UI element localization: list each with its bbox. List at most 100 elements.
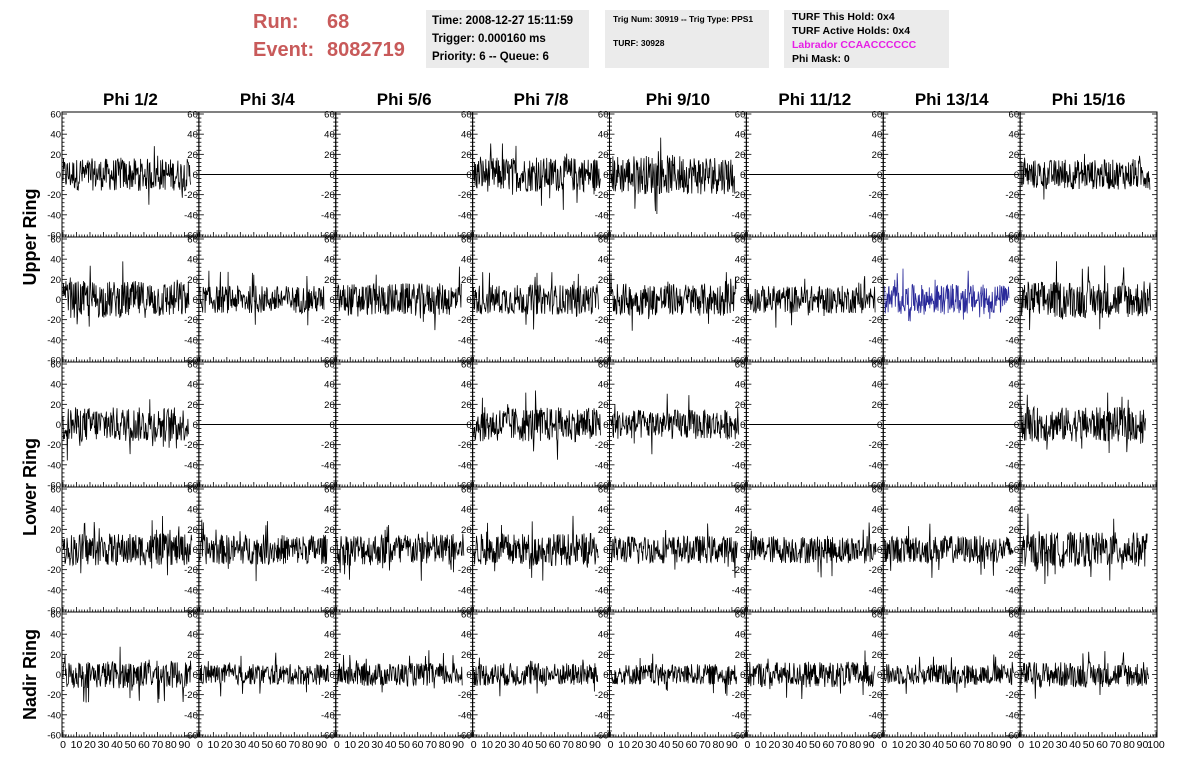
y-tick-label: -40: [458, 585, 472, 596]
x-tick-label: 80: [302, 739, 314, 751]
y-tick-label: 40: [872, 505, 883, 516]
y-tick-label: -60: [184, 606, 198, 617]
trigger-info-box: Trig Num: 30919 -- Trig Type: PPS1 TURF:…: [605, 10, 769, 68]
y-tick-label: 60: [50, 360, 61, 371]
y-tick-label: 60: [187, 360, 198, 371]
x-tick-label: 90: [315, 739, 327, 751]
x-tick-label: 40: [932, 739, 944, 751]
y-tick-label: -20: [458, 690, 472, 701]
y-tick-label: -20: [732, 440, 746, 451]
time-line: Time: 2008-12-27 15:11:59: [432, 15, 574, 27]
column-header-4: Phi 7/8: [514, 90, 569, 109]
y-tick-label: -60: [595, 731, 609, 742]
y-tick-label: 0: [193, 295, 198, 306]
x-tick-label: 0: [881, 739, 887, 751]
x-tick-label: 20: [769, 739, 781, 751]
y-tick-label: 0: [329, 670, 334, 681]
y-tick-label: 60: [735, 610, 746, 621]
y-tick-label: 0: [1014, 545, 1019, 556]
labrador-line: Labrador CCAACCCCCC: [792, 39, 917, 51]
y-tick-label: 0: [603, 545, 608, 556]
y-tick-label: 20: [598, 525, 609, 536]
y-tick-label: -20: [184, 440, 198, 451]
y-tick-label: 40: [187, 130, 198, 141]
y-tick-label: -20: [458, 440, 472, 451]
x-tick-label: 20: [1042, 739, 1054, 751]
y-tick-label: 40: [461, 380, 472, 391]
y-tick-label: 40: [735, 380, 746, 391]
y-tick-label: 40: [598, 630, 609, 641]
waveform-trace: [610, 523, 738, 578]
y-tick-label: 40: [324, 630, 335, 641]
y-tick-label: -60: [732, 481, 746, 492]
waveform-trace: [1020, 392, 1146, 454]
waveform-trace: [747, 276, 876, 328]
waveform-trace: [336, 524, 465, 581]
y-tick-label: -40: [184, 210, 198, 221]
y-tick-label: -40: [184, 335, 198, 346]
y-tick-label: 0: [193, 170, 198, 181]
y-tick-label: -60: [184, 731, 198, 742]
x-tick-label: 10: [344, 739, 356, 751]
y-tick-label: 20: [461, 525, 472, 536]
y-tick-label: 40: [598, 380, 609, 391]
y-tick-label: -20: [595, 565, 609, 576]
y-tick-label: -40: [321, 335, 335, 346]
x-tick-label: 90: [1137, 739, 1149, 751]
y-tick-label: -20: [869, 565, 883, 576]
y-tick-label: -40: [458, 210, 472, 221]
y-tick-label: -60: [47, 606, 61, 617]
x-tick-label: 90: [179, 739, 191, 751]
x-tick-label: 30: [1056, 739, 1068, 751]
x-tick-label: 60: [686, 739, 698, 751]
y-tick-label: -40: [458, 710, 472, 721]
y-tick-label: 40: [324, 505, 335, 516]
y-tick-label: -60: [595, 606, 609, 617]
y-tick-label: -60: [458, 606, 472, 617]
event-value: 8082719: [327, 39, 405, 61]
column-header-5: Phi 9/10: [646, 90, 710, 109]
y-tick-label: 20: [461, 150, 472, 161]
y-tick-label: -40: [47, 210, 61, 221]
waveform-trace: [336, 266, 463, 331]
y-tick-label: 40: [1009, 505, 1020, 516]
y-tick-label: -40: [1005, 335, 1019, 346]
y-tick-label: -60: [869, 356, 883, 367]
y-tick-label: 60: [1009, 360, 1020, 371]
y-tick-label: 60: [50, 110, 61, 121]
y-tick-label: -60: [458, 481, 472, 492]
y-tick-label: -40: [732, 460, 746, 471]
y-tick-label: 40: [461, 130, 472, 141]
x-tick-label: 30: [371, 739, 383, 751]
waveform-trace: [473, 272, 599, 330]
y-tick-label: 0: [740, 545, 745, 556]
y-tick-label: -20: [869, 315, 883, 326]
y-tick-label: 60: [872, 610, 883, 621]
y-tick-label: 60: [187, 610, 198, 621]
y-tick-label: 40: [50, 505, 61, 516]
y-tick-label: 60: [461, 610, 472, 621]
y-tick-label: 20: [187, 525, 198, 536]
y-tick-label: -20: [595, 315, 609, 326]
y-tick-label: -40: [1005, 710, 1019, 721]
x-tick-label: 40: [111, 739, 123, 751]
y-tick-label: 40: [461, 255, 472, 266]
x-tick-label: 40: [795, 739, 807, 751]
y-tick-label: 60: [872, 110, 883, 121]
waveform-trace: [336, 650, 463, 693]
waveform-trace: [610, 137, 736, 215]
y-tick-label: -40: [1005, 210, 1019, 221]
y-tick-label: -20: [184, 565, 198, 576]
x-tick-label: 60: [138, 739, 150, 751]
y-tick-label: 20: [50, 275, 61, 286]
x-tick-label: 20: [84, 739, 96, 751]
y-tick-label: 40: [324, 380, 335, 391]
y-tick-label: 20: [324, 150, 335, 161]
y-tick-label: 60: [598, 610, 609, 621]
x-tick-label: 70: [152, 739, 164, 751]
x-tick-label: 50: [946, 739, 958, 751]
y-tick-label: 20: [187, 400, 198, 411]
y-tick-label: 60: [598, 110, 609, 121]
y-tick-label: 60: [1009, 610, 1020, 621]
y-tick-label: 0: [56, 170, 61, 181]
